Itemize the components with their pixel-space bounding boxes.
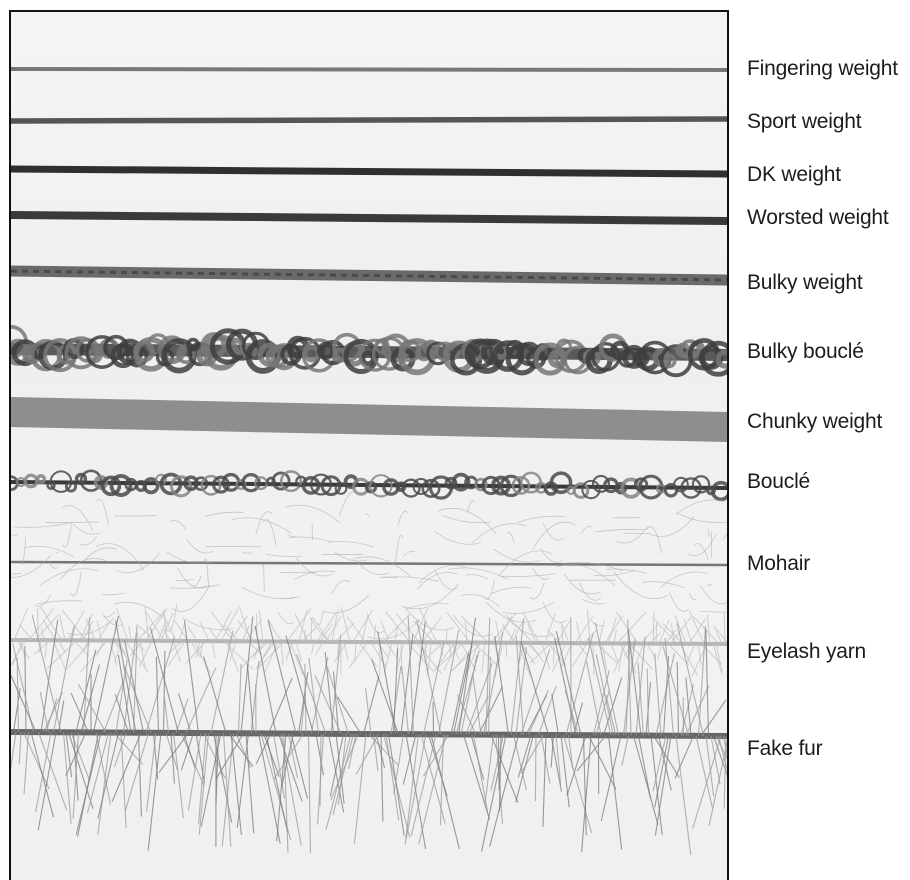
yarn-mohair: [11, 491, 727, 645]
label-chunky-weight: Chunky weight: [747, 410, 883, 433]
yarn-boucle: [11, 469, 727, 502]
yarn-photo: [9, 10, 729, 880]
label-bulky-weight: Bulky weight: [747, 271, 863, 294]
yarn-eyelash: [11, 605, 727, 678]
yarn-chunky: [11, 397, 727, 442]
yarn-sport: [11, 116, 727, 124]
label-fingering-weight: Fingering weight: [747, 57, 898, 80]
label-dk-weight: DK weight: [747, 163, 841, 186]
label-fake-fur: Fake fur: [747, 737, 823, 760]
yarn-bulky: [11, 265, 727, 286]
label-eyelash-yarn: Eyelash yarn: [747, 640, 866, 663]
label-bulky-boucle: Bulky bouclé: [747, 340, 864, 363]
yarn-bulky-boucle: [11, 325, 727, 378]
label-worsted-weight: Worsted weight: [747, 206, 889, 229]
yarn-fingering: [11, 67, 727, 72]
yarn-worsted: [11, 211, 727, 225]
yarn-samples: [11, 67, 727, 856]
yarn-dk: [11, 165, 727, 178]
label-mohair: Mohair: [747, 552, 810, 575]
yarn-fake-fur: [11, 614, 727, 856]
label-boucle: Bouclé: [747, 470, 811, 493]
label-sport-weight: Sport weight: [747, 110, 862, 133]
